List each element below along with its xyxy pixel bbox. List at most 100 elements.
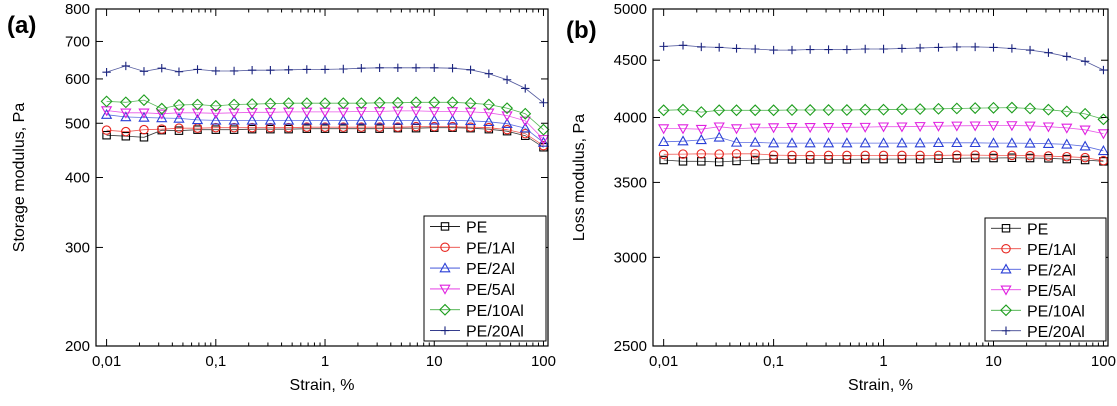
data-point bbox=[713, 122, 725, 133]
data-point bbox=[284, 65, 293, 74]
data-point bbox=[657, 104, 670, 117]
data-point bbox=[339, 64, 348, 74]
data-point bbox=[840, 104, 853, 116]
data-point bbox=[1097, 129, 1110, 140]
data-point bbox=[823, 150, 834, 161]
data-point bbox=[537, 123, 550, 136]
y-tick-label: 400 bbox=[65, 170, 90, 187]
data-point bbox=[1024, 102, 1037, 115]
data-point bbox=[266, 65, 275, 75]
y-tick-label: 2500 bbox=[614, 338, 647, 355]
data-point bbox=[466, 65, 475, 74]
panel-label: (b) bbox=[566, 17, 597, 44]
data-point bbox=[102, 67, 111, 77]
data-point bbox=[119, 96, 132, 109]
series-line bbox=[106, 127, 544, 148]
data-point bbox=[1080, 152, 1090, 163]
data-point bbox=[750, 149, 760, 159]
data-point bbox=[484, 69, 494, 78]
data-point bbox=[804, 104, 817, 116]
data-point bbox=[1061, 138, 1073, 149]
data-point bbox=[768, 150, 779, 160]
legend-entry: PE/1Al bbox=[991, 242, 1076, 259]
legend-label: PE/2Al bbox=[466, 261, 515, 278]
data-point bbox=[989, 43, 998, 52]
y-axis-label: Storage modulus, Pa bbox=[11, 103, 28, 253]
data-point bbox=[302, 122, 312, 132]
legend-marker bbox=[440, 242, 450, 253]
legend-label: PE/1Al bbox=[466, 240, 515, 257]
data-point bbox=[357, 64, 366, 73]
data-point bbox=[987, 137, 1000, 148]
data-point bbox=[172, 99, 185, 111]
data-point bbox=[1061, 123, 1073, 134]
data-point bbox=[337, 97, 350, 110]
panel-label: (a) bbox=[7, 12, 36, 39]
data-point bbox=[988, 150, 999, 161]
data-point bbox=[677, 135, 689, 146]
y-tick-label: 800 bbox=[65, 1, 90, 18]
data-point bbox=[678, 157, 688, 166]
data-point bbox=[767, 123, 780, 134]
data-point bbox=[537, 136, 550, 147]
legend-entry: PE/5Al bbox=[430, 282, 515, 299]
data-point bbox=[211, 66, 221, 76]
data-point bbox=[211, 122, 221, 133]
data-point bbox=[411, 63, 421, 73]
series-pe bbox=[102, 123, 548, 152]
data-point bbox=[1079, 107, 1092, 120]
data-point bbox=[156, 112, 168, 123]
legend-marker bbox=[1000, 263, 1012, 274]
data-point bbox=[392, 114, 404, 125]
data-point bbox=[915, 43, 925, 53]
data-point bbox=[877, 137, 890, 148]
data-point bbox=[100, 108, 113, 119]
y-tick-label: 5000 bbox=[614, 1, 647, 18]
legend-marker bbox=[439, 284, 451, 295]
legend-marker bbox=[1000, 304, 1012, 317]
data-point bbox=[1042, 137, 1055, 148]
data-point bbox=[659, 42, 668, 51]
data-point bbox=[859, 137, 871, 148]
legend-label: PE/5Al bbox=[466, 282, 515, 299]
legend-label: PE/10Al bbox=[466, 303, 524, 320]
data-point bbox=[934, 154, 943, 163]
data-point bbox=[228, 114, 240, 125]
series-pe-10al bbox=[100, 94, 550, 136]
data-point bbox=[732, 44, 741, 53]
legend-entry: PE/10Al bbox=[991, 303, 1085, 320]
x-tick-label: 0,01 bbox=[649, 353, 678, 370]
data-point bbox=[897, 150, 907, 161]
data-point bbox=[696, 149, 707, 159]
data-point bbox=[1062, 151, 1072, 162]
data-point bbox=[730, 136, 743, 147]
legend-marker bbox=[1001, 244, 1011, 254]
x-tick-label: 100 bbox=[1091, 353, 1116, 370]
data-point bbox=[1062, 52, 1071, 61]
data-point bbox=[750, 44, 760, 54]
data-point bbox=[951, 136, 963, 148]
legend-entry: PE/5Al bbox=[991, 283, 1076, 300]
legend-label: PE/5Al bbox=[1027, 283, 1076, 300]
data-point bbox=[896, 122, 908, 133]
data-point bbox=[952, 154, 962, 163]
data-point bbox=[229, 66, 239, 76]
data-point bbox=[519, 116, 531, 127]
data-point bbox=[173, 108, 185, 119]
data-point bbox=[121, 126, 131, 137]
data-point bbox=[659, 155, 668, 165]
data-point bbox=[658, 135, 670, 147]
series-pe-2al bbox=[658, 131, 1110, 156]
data-point bbox=[859, 103, 872, 116]
data-point bbox=[374, 122, 385, 132]
data-point bbox=[120, 108, 132, 119]
data-point bbox=[300, 97, 313, 110]
data-point bbox=[210, 109, 222, 120]
data-point bbox=[877, 122, 890, 133]
data-point bbox=[842, 45, 852, 54]
legend-entry: PE bbox=[991, 221, 1048, 238]
x-tick-label: 100 bbox=[531, 353, 556, 370]
data-point bbox=[822, 123, 835, 134]
data-point bbox=[1079, 140, 1091, 151]
